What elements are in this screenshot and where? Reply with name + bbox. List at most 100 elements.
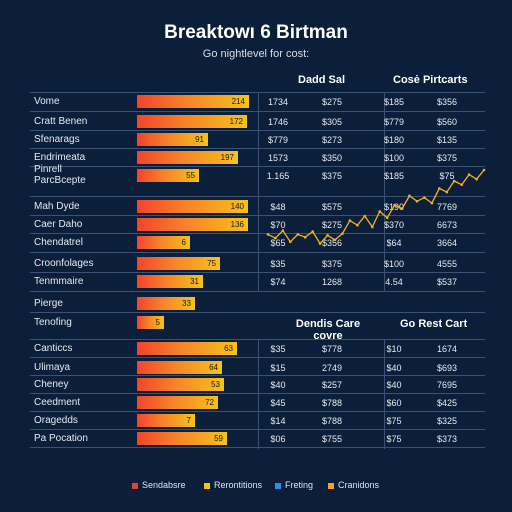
table-cell: 1674 <box>436 344 458 354</box>
table-cell: $425 <box>436 398 458 408</box>
table-cell: $375 <box>321 259 343 269</box>
legend-label: Sendabsre <box>142 480 186 490</box>
trend-point <box>445 190 449 194</box>
table-cell: $45 <box>270 398 286 408</box>
row-label: Cratt Benen <box>34 116 88 127</box>
trend-point <box>415 200 419 203</box>
table-cell: 1746 <box>267 117 289 127</box>
row-label: Pierge <box>34 298 63 309</box>
bar-value-label: 75 <box>207 259 216 268</box>
legend-swatch-icon <box>328 482 334 489</box>
trend-point <box>408 194 411 198</box>
table-cell: 1268 <box>321 277 343 287</box>
chart-subtitle: Go nightlevel for cost: <box>202 48 310 60</box>
row-label: Ulimaya <box>34 362 71 373</box>
trend-point <box>438 187 441 190</box>
grid-line <box>30 393 485 394</box>
table-cell: 1573 <box>267 153 289 163</box>
bar <box>137 361 222 374</box>
bar <box>137 236 190 249</box>
table-cell: $40 <box>386 380 402 390</box>
bar-value-label: 7 <box>186 416 191 425</box>
trend-point <box>348 219 352 222</box>
table-cell: $65 <box>270 238 286 248</box>
table-cell: $275 <box>321 220 343 230</box>
trend-point <box>363 214 367 218</box>
row-label: Caer Daho <box>34 219 83 230</box>
table-cell: 1.165 <box>266 171 290 181</box>
bar-value-label: 33 <box>182 299 191 308</box>
grid-line <box>30 111 485 112</box>
legend-label: Rerontitions <box>214 480 263 490</box>
table-cell: $10 <box>386 344 402 354</box>
row-label: Endrimeata <box>34 152 86 163</box>
table-cell: $180 <box>383 135 405 145</box>
table-cell: $35 <box>270 259 286 269</box>
table-cell: $755 <box>321 434 343 444</box>
bar <box>137 95 249 108</box>
bar <box>137 218 248 231</box>
grid-line <box>30 291 485 292</box>
column-header-top-right: Cosė Pirtcarts <box>393 74 468 86</box>
table-cell: 6673 <box>436 220 458 230</box>
grid-line <box>30 312 485 313</box>
bar-value-label: 6 <box>181 238 186 247</box>
row-label: Tenmmaire <box>34 276 84 287</box>
trend-point <box>333 238 337 242</box>
bar-value-label: 214 <box>231 97 245 106</box>
grid-line <box>30 447 485 448</box>
row-label: Pa Pocation <box>34 433 88 444</box>
row-label: Oragedds <box>34 415 78 426</box>
chart-legend: Sendabsre Rerontitions Freting Cranidons <box>0 480 512 492</box>
table-cell: $100 <box>383 153 405 163</box>
row-label: Vome <box>34 96 60 107</box>
table-cell: $100 <box>383 259 405 269</box>
trend-point <box>430 201 434 205</box>
bar <box>137 133 208 146</box>
bar-value-label: 59 <box>214 434 223 443</box>
trend-point <box>274 236 277 240</box>
bar-value-label: 197 <box>220 153 234 162</box>
grid-line <box>30 357 485 358</box>
trend-point <box>356 223 359 227</box>
table-cell: $575 <box>321 202 343 212</box>
row-label: Tenofing <box>34 317 72 328</box>
table-cell: $40 <box>386 363 402 373</box>
row-label: Croonfolages <box>34 258 94 269</box>
grid-line <box>384 92 385 292</box>
legend-item: Freting <box>275 480 313 490</box>
trend-point <box>303 235 307 239</box>
bar-value-label: 53 <box>211 380 220 389</box>
row-label: Pinrell ParcBcepte <box>34 164 86 186</box>
table-cell: $40 <box>270 380 286 390</box>
table-cell: $75 <box>439 171 455 181</box>
table-cell: 1734 <box>267 97 289 107</box>
trend-point <box>467 173 471 176</box>
grid-line <box>258 92 259 292</box>
bar <box>137 275 203 288</box>
table-cell: $74 <box>270 277 286 287</box>
table-cell: $305 <box>321 117 343 127</box>
bar-value-label: 91 <box>195 135 204 144</box>
trend-line-series <box>267 169 485 245</box>
grid-line <box>30 92 485 93</box>
table-cell: $356 <box>436 97 458 107</box>
row-label: Cheney <box>34 379 69 390</box>
table-cell: $14 <box>270 416 286 426</box>
grid-line <box>30 411 485 412</box>
table-cell: $70 <box>270 220 286 230</box>
bar-value-label: 63 <box>224 344 233 353</box>
bar-value-label: 72 <box>205 398 214 407</box>
table-cell: $275 <box>321 97 343 107</box>
table-cell: $257 <box>321 380 343 390</box>
grid-line <box>30 339 485 340</box>
row-label: Sfenarags <box>34 134 80 145</box>
bar <box>137 200 248 213</box>
bar <box>137 342 237 355</box>
legend-item: Rerontitions <box>204 480 262 490</box>
table-cell: $778 <box>321 344 343 354</box>
bar <box>137 297 195 310</box>
bar-value-label: 140 <box>230 202 244 211</box>
bar <box>137 169 199 182</box>
